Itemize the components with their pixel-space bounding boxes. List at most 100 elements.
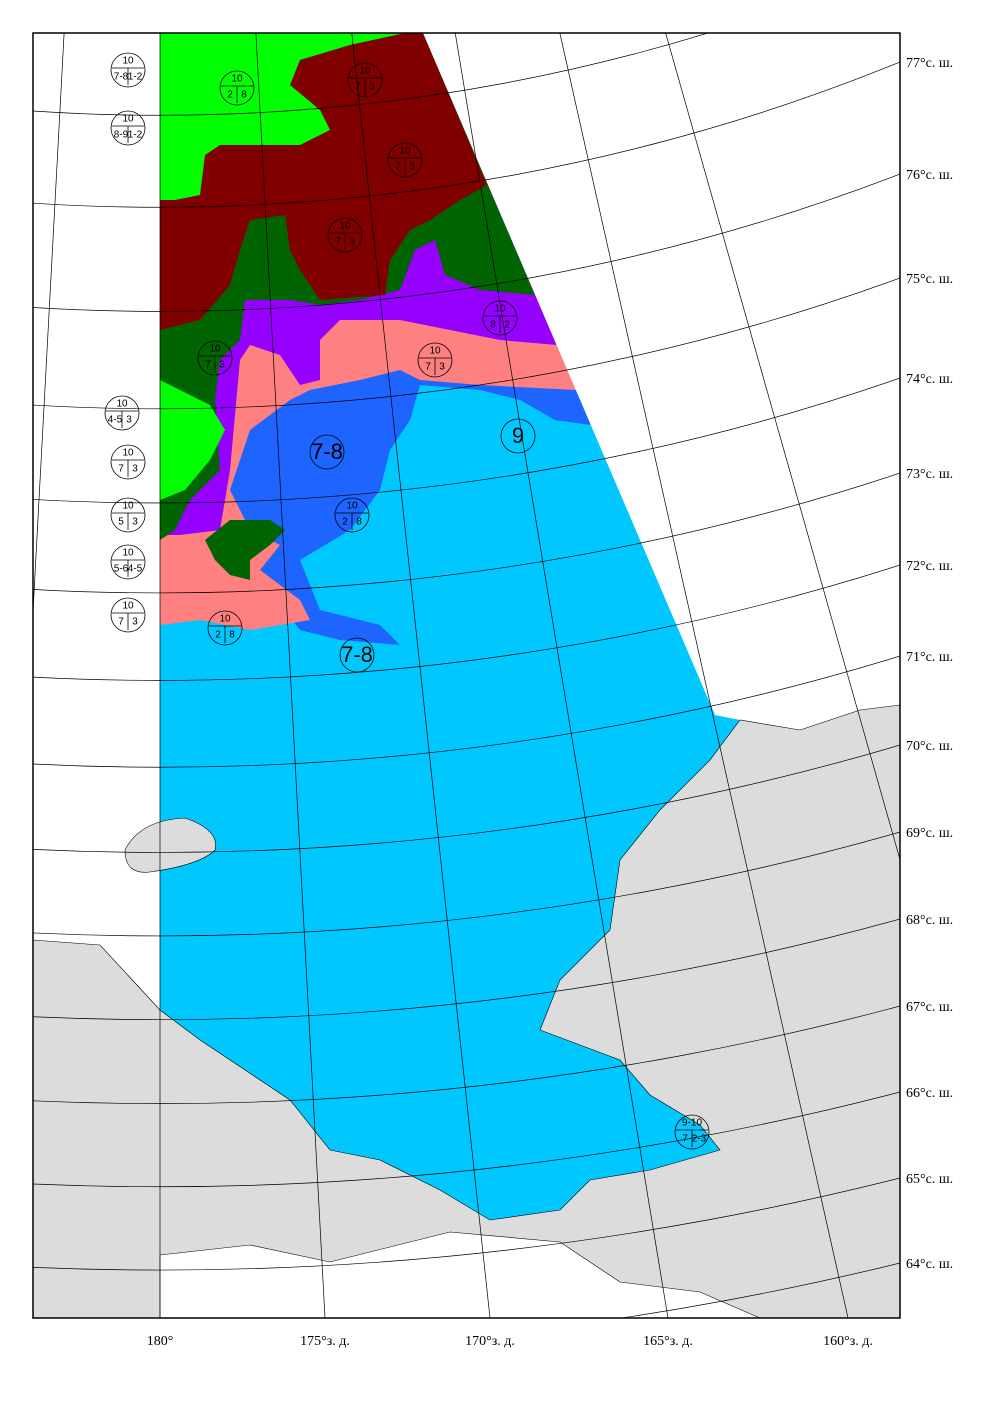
ice-egg: 10 7 3 — [417, 342, 453, 378]
meridian — [255, 33, 326, 1318]
egg-total: 10 — [122, 114, 134, 125]
ice-egg: 10 7 3 — [387, 142, 423, 178]
map-frame — [32, 32, 901, 1319]
egg-total: 10 — [219, 614, 231, 625]
ice-egg: 10 8-9 1-2 — [110, 110, 146, 146]
parallel — [0, 0, 993, 23]
egg-right: 8 — [356, 517, 362, 528]
egg-left: 5 — [118, 517, 124, 528]
egg-left: 7 — [118, 617, 124, 628]
concentration-label: 9 — [512, 423, 524, 448]
egg-left: 2 — [342, 517, 348, 528]
egg-left: 7 — [425, 362, 431, 373]
ice-egg: 10 4-5 3 — [104, 395, 140, 431]
egg-right: 8 — [241, 90, 247, 101]
egg-total: 10 — [122, 601, 134, 612]
latitude-label: 64°с. ш. — [906, 1257, 953, 1272]
egg-right: 3 — [126, 415, 132, 426]
concentration-label: 7-8 — [341, 642, 373, 667]
egg-right: 2-3 — [692, 1134, 707, 1145]
egg-circle — [110, 597, 146, 633]
latitude-label: 67°с. ш. — [906, 1000, 953, 1015]
egg-left: 4-5 — [108, 415, 123, 426]
egg-left: 7 — [335, 237, 341, 248]
latitude-label: 73°с. ш. — [906, 467, 953, 482]
latitude-label: 76°с. ш. — [906, 168, 953, 183]
egg-circle — [219, 70, 255, 106]
ice-egg: 10 7 3 — [327, 217, 363, 253]
egg-circle — [347, 62, 383, 98]
egg-total: 10 — [399, 146, 411, 157]
concentration-label: 7-8 — [311, 439, 343, 464]
ice-egg: 9-10 7 2-3 — [674, 1114, 710, 1150]
egg-right: 8 — [229, 630, 235, 641]
latitude-label: 74°с. ш. — [906, 372, 953, 387]
egg-total: 10 — [429, 346, 441, 357]
egg-right: 1-2 — [128, 130, 143, 141]
egg-circle — [110, 444, 146, 480]
egg-circle — [417, 342, 453, 378]
egg-circle — [110, 52, 146, 88]
sea-outside — [159, 1231, 761, 1318]
latitude-label: 70°с. ш. — [906, 739, 953, 754]
egg-right: 3 — [132, 464, 138, 475]
meridian — [559, 33, 849, 1318]
egg-left: 2 — [215, 630, 221, 641]
longitude-label: 165°з. д. — [643, 1334, 693, 1349]
egg-total: 10 — [122, 448, 134, 459]
meridian — [665, 33, 900, 861]
longitude-label: 180° — [147, 1334, 174, 1349]
ice-egg: 10 8 2 — [482, 300, 518, 336]
egg-left: 7 — [395, 162, 401, 173]
map-body — [0, 0, 993, 1318]
egg-right: 1-2 — [128, 72, 143, 83]
egg-left: 7 — [682, 1134, 688, 1145]
egg-total: 10 — [359, 66, 371, 77]
egg-circle — [104, 395, 140, 431]
latitude-label: 77°с. ш. — [906, 56, 953, 71]
concentration-circle — [309, 434, 345, 470]
egg-circle — [387, 142, 423, 178]
ice-egg: 10 7 3 — [110, 597, 146, 633]
egg-left: 7 — [205, 360, 211, 371]
latitude-label: 75°с. ш. — [906, 272, 953, 287]
island — [124, 817, 216, 873]
egg-circle — [110, 544, 146, 580]
meridian — [351, 33, 491, 1318]
longitude-label: 175°з. д. — [300, 1334, 350, 1349]
egg-left: 8-9 — [114, 130, 129, 141]
egg-left: 5-6 — [114, 564, 129, 575]
egg-total: 10 — [494, 304, 506, 315]
ice-egg: 10 5 3 — [110, 497, 146, 533]
ice-egg: 10 2 8 — [207, 610, 243, 646]
egg-circle — [482, 300, 518, 336]
egg-right: 3 — [439, 362, 445, 373]
egg-right: 3 — [369, 82, 375, 93]
ice-egg: 10 2 8 — [334, 497, 370, 533]
labels: 77°с. ш. 76°с. ш. 75°с. ш. 74°с. ш. 73°с. ш.… — [104, 52, 953, 1349]
egg-right: 2 — [504, 320, 510, 331]
egg-right: 3 — [349, 237, 355, 248]
egg-left: 7 — [355, 82, 361, 93]
ice-egg: 10 7-8 1-2 — [110, 52, 146, 88]
egg-circle — [110, 110, 146, 146]
ice-egg: 10 7 3 — [110, 444, 146, 480]
egg-circle — [110, 497, 146, 533]
meridian — [454, 33, 669, 1318]
egg-right: 3 — [132, 617, 138, 628]
egg-total: 10 — [122, 56, 134, 67]
ice-zone-green — [160, 33, 405, 200]
egg-total: 10 — [122, 501, 134, 512]
egg-circle — [197, 340, 233, 376]
ice-egg: 10 2 8 — [219, 70, 255, 106]
latitude-label: 71°с. ш. — [906, 650, 953, 665]
ice-egg: 10 5-6 4-5 — [110, 544, 146, 580]
egg-total: 10 — [231, 74, 243, 85]
egg-circle — [334, 497, 370, 533]
egg-circle — [327, 217, 363, 253]
egg-circle — [674, 1114, 710, 1150]
egg-total: 10 — [209, 344, 221, 355]
graticule — [0, 0, 993, 1318]
egg-right: 3 — [409, 162, 415, 173]
